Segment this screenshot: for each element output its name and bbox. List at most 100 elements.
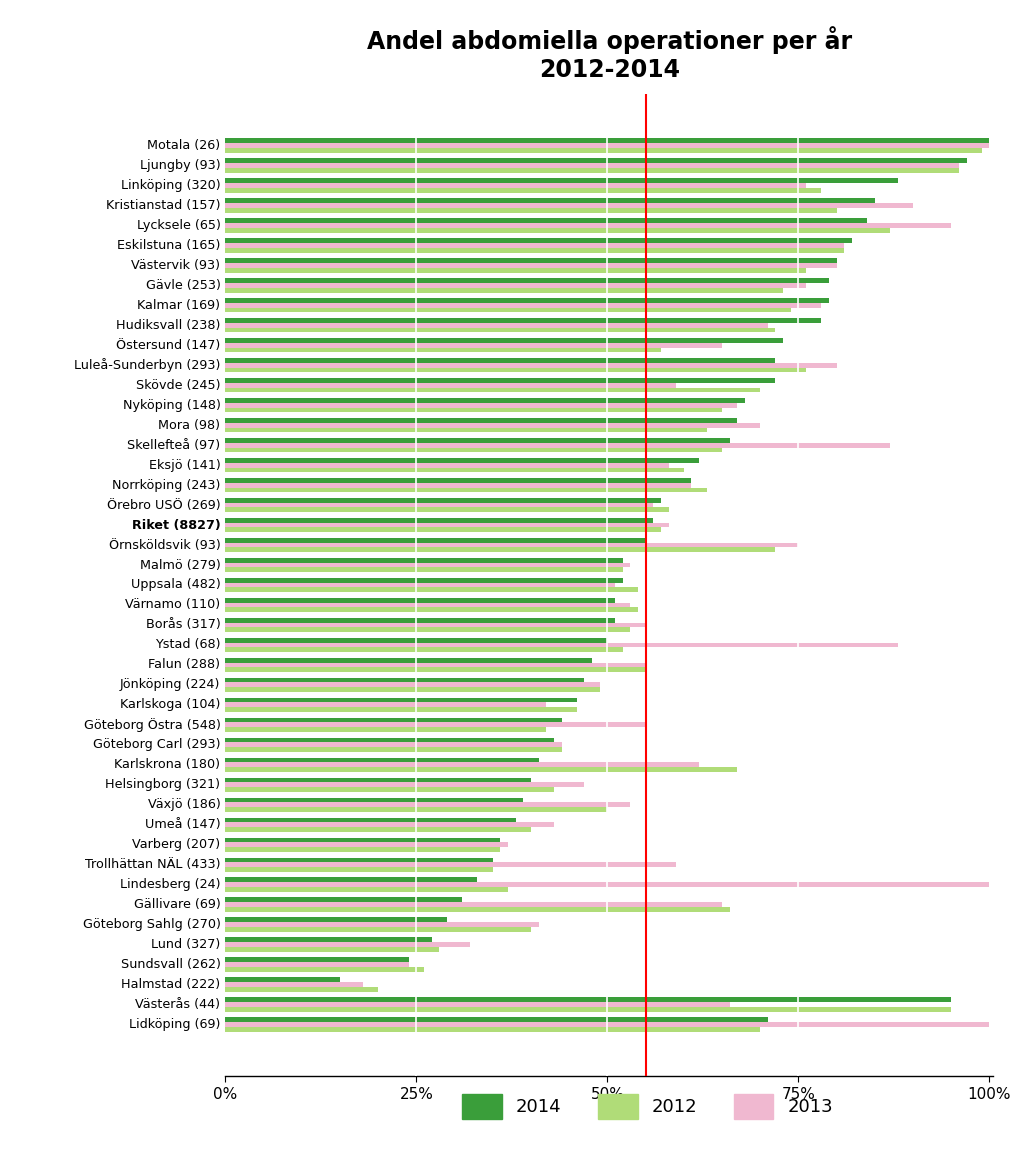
Bar [225,667,645,672]
Bar [225,798,523,803]
Bar [225,962,409,966]
Bar [225,957,409,962]
Bar [225,697,577,702]
Bar [225,239,852,243]
Bar [225,927,531,931]
Bar [225,658,592,662]
Bar [225,438,730,442]
Bar [225,283,806,288]
Bar [225,1007,951,1012]
Bar [225,548,775,552]
Bar [225,587,638,592]
Bar [225,402,737,407]
Bar [225,347,660,352]
Bar [225,838,501,842]
Bar [225,598,615,603]
Bar [225,167,958,173]
Bar [225,407,722,412]
Bar [225,442,890,448]
Bar [225,702,546,708]
Bar [225,483,691,488]
Bar [225,1023,989,1027]
Bar [225,807,607,812]
Bar [225,1018,768,1023]
Bar [225,204,913,208]
Bar [225,1027,760,1032]
Bar [225,997,951,1003]
Bar [225,803,631,807]
Bar [225,498,660,503]
Bar [225,218,867,223]
Bar [225,907,730,911]
Bar [225,728,546,732]
Bar [225,922,539,927]
Bar [225,488,707,493]
Bar [225,687,600,693]
Bar [225,508,669,512]
Bar [225,748,561,752]
Bar [225,882,989,887]
Bar [225,897,462,902]
Bar [225,682,600,687]
Bar [225,778,531,783]
Bar [225,378,775,383]
Bar [225,298,829,303]
Bar [225,462,669,468]
Bar [225,818,516,823]
Bar [225,343,722,347]
Bar [225,338,783,343]
Bar [225,477,691,483]
Bar [225,878,477,882]
Bar [225,708,577,713]
Bar [225,143,989,147]
Bar [225,583,615,587]
Bar [225,448,722,453]
Bar [225,263,837,268]
Bar [225,178,898,183]
Bar [225,642,898,647]
Bar [225,763,699,768]
Bar [225,618,615,622]
Title: Andel abdomiella operationer per år
2012-2014: Andel abdomiella operationer per år 2012… [367,26,852,82]
Bar [225,1003,730,1007]
Bar [225,563,631,567]
Bar [225,183,806,188]
Bar [225,538,645,543]
Bar [225,398,744,402]
Bar [225,367,806,372]
Bar [225,743,561,748]
Bar [225,422,760,427]
Bar [225,518,653,523]
Bar [225,138,989,143]
Bar [225,523,669,528]
Bar [225,567,623,572]
Bar [225,268,806,273]
Bar [225,862,676,867]
Bar [225,328,775,332]
Bar [225,942,470,947]
Bar [225,603,631,607]
Bar [225,427,707,433]
Bar [225,158,967,163]
Bar [225,987,378,992]
Bar [225,243,844,248]
Bar [225,208,837,213]
Bar [225,677,585,682]
Bar [225,638,607,642]
Bar [225,758,539,763]
Bar [225,323,768,328]
Bar [225,383,676,387]
Bar [225,288,783,292]
Bar [225,627,631,632]
Bar [225,543,799,548]
Bar [225,717,561,722]
Bar [225,847,501,852]
Bar [225,937,431,942]
Bar [225,823,554,827]
Bar [225,188,821,193]
Bar [225,783,585,787]
Bar [225,318,821,323]
Bar [225,982,362,987]
Bar [225,228,890,233]
Bar [225,858,493,862]
